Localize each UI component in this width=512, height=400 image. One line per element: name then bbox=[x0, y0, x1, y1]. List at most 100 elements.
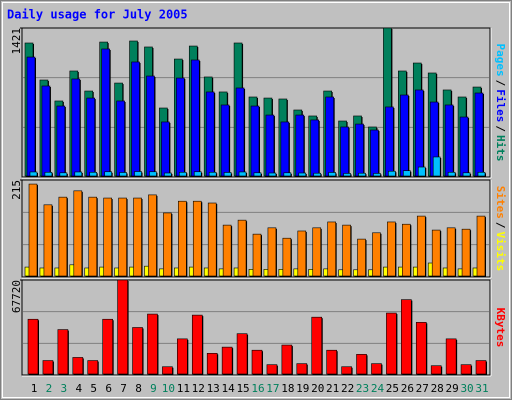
bar bbox=[341, 366, 352, 375]
bar bbox=[73, 190, 83, 277]
x-tick-label: 28 bbox=[431, 382, 444, 395]
bar bbox=[191, 314, 203, 375]
bar bbox=[56, 105, 66, 177]
bar bbox=[89, 171, 98, 177]
bar bbox=[342, 224, 351, 277]
x-tick-label: 6 bbox=[105, 382, 112, 395]
x-tick-label: 12 bbox=[192, 382, 205, 395]
legend: Pages / Files / Hits bbox=[494, 44, 507, 162]
bar bbox=[250, 105, 260, 177]
x-tick-label: 18 bbox=[281, 382, 294, 395]
bar bbox=[432, 156, 441, 177]
x-tick-label: 2 bbox=[46, 382, 53, 395]
x-tick-label: 13 bbox=[207, 382, 220, 395]
x-tick-label: 20 bbox=[311, 382, 324, 395]
bar bbox=[281, 344, 293, 375]
bar bbox=[147, 313, 158, 375]
bar bbox=[220, 104, 230, 177]
bar bbox=[447, 171, 456, 177]
bar bbox=[283, 172, 292, 177]
chart-title: Daily usage for July 2005 bbox=[7, 8, 188, 22]
bar bbox=[253, 172, 262, 177]
bar bbox=[430, 365, 442, 375]
bar bbox=[385, 106, 394, 177]
bar bbox=[403, 170, 411, 177]
bar bbox=[357, 238, 366, 277]
bar bbox=[43, 204, 53, 277]
bar bbox=[298, 172, 307, 177]
bar bbox=[102, 318, 113, 375]
bar bbox=[119, 172, 127, 177]
bar bbox=[459, 116, 469, 177]
bar bbox=[431, 229, 441, 277]
legend: KBytes bbox=[494, 308, 507, 348]
bar bbox=[373, 173, 381, 177]
bar bbox=[190, 59, 200, 177]
bar bbox=[416, 215, 426, 277]
bar bbox=[475, 360, 487, 375]
x-tick-label: 25 bbox=[386, 382, 399, 395]
bar bbox=[101, 48, 110, 177]
bar bbox=[104, 171, 112, 177]
bar bbox=[474, 92, 484, 177]
bar bbox=[356, 354, 367, 375]
bar bbox=[117, 279, 128, 375]
bar bbox=[223, 172, 232, 177]
bar bbox=[476, 215, 486, 277]
bar bbox=[265, 114, 275, 177]
bar bbox=[192, 200, 202, 277]
bar bbox=[461, 228, 471, 277]
bar bbox=[328, 172, 336, 177]
bar bbox=[162, 366, 173, 375]
bar bbox=[462, 172, 471, 177]
bar bbox=[176, 77, 185, 177]
legend-entry: Pages bbox=[494, 44, 507, 77]
bar bbox=[177, 338, 188, 375]
bar bbox=[58, 196, 68, 277]
bar bbox=[325, 96, 334, 177]
legend-entry: Sites bbox=[494, 186, 507, 219]
bar bbox=[311, 316, 323, 375]
bar bbox=[415, 322, 427, 375]
bar bbox=[41, 85, 51, 177]
bar bbox=[340, 126, 349, 177]
bar bbox=[208, 171, 217, 177]
bar bbox=[401, 299, 412, 375]
bar bbox=[343, 173, 351, 177]
legend-entry: Files bbox=[494, 89, 507, 122]
x-tick-label: 16 bbox=[251, 382, 264, 395]
bar bbox=[116, 100, 125, 177]
bar bbox=[118, 197, 127, 277]
bar bbox=[282, 237, 292, 277]
bar bbox=[222, 224, 232, 277]
bar bbox=[355, 123, 364, 177]
bar bbox=[146, 75, 155, 177]
bar bbox=[133, 197, 142, 277]
bar bbox=[28, 183, 38, 277]
legend: Sites / Visits bbox=[494, 186, 507, 272]
bar bbox=[460, 364, 472, 375]
bar bbox=[387, 221, 396, 277]
bar bbox=[372, 232, 381, 277]
bar bbox=[149, 171, 157, 177]
legend-entry: Visits bbox=[494, 232, 507, 272]
bar bbox=[371, 363, 382, 375]
bar bbox=[446, 227, 456, 277]
legend-entry: Hits bbox=[494, 135, 507, 162]
bar bbox=[235, 87, 245, 177]
x-tick-label: 17 bbox=[266, 382, 279, 395]
x-tick-label: 26 bbox=[401, 382, 414, 395]
x-tick-label: 15 bbox=[236, 382, 249, 395]
bar bbox=[268, 172, 277, 177]
bar bbox=[164, 172, 172, 177]
bar bbox=[477, 171, 486, 177]
x-tick-label: 14 bbox=[222, 382, 236, 395]
x-tick-label: 24 bbox=[371, 382, 385, 395]
x-tick-label: 4 bbox=[75, 382, 82, 395]
bar bbox=[42, 360, 54, 375]
x-tick-label: 11 bbox=[177, 382, 190, 395]
bar bbox=[44, 171, 53, 177]
bar bbox=[86, 97, 96, 177]
bar bbox=[178, 200, 187, 277]
